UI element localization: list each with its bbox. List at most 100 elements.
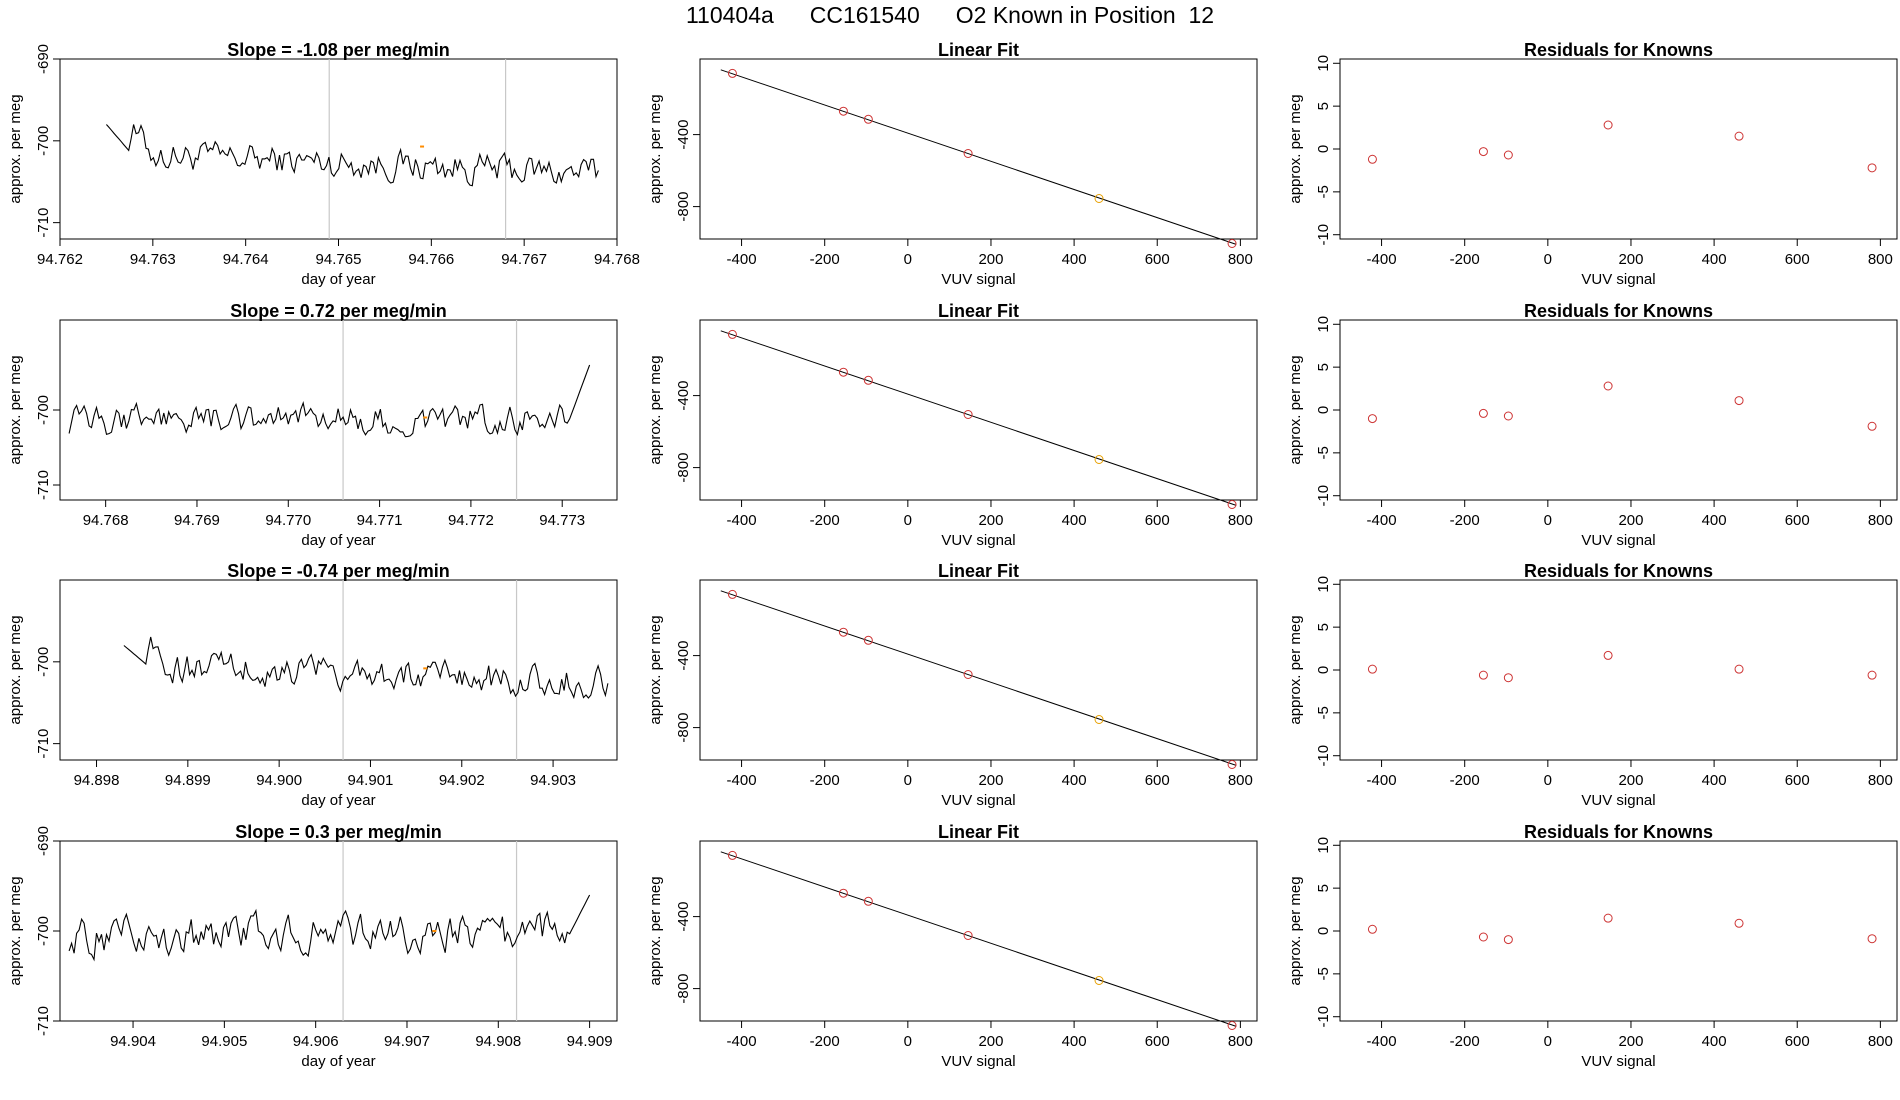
x-tick-label: 94.907 — [384, 1033, 430, 1050]
plot-frame — [1339, 319, 1898, 501]
y-tick-label: 10 — [1315, 837, 1332, 854]
fit-point — [863, 635, 873, 645]
y-tick-label: -10 — [1315, 1006, 1332, 1028]
y-axis-label: approx. per meg — [7, 615, 24, 724]
x-tick-label: 600 — [1145, 251, 1170, 268]
residual-point — [1734, 664, 1744, 674]
y-tick-label: 0 — [1315, 927, 1332, 935]
x-tick-label: 94.765 — [316, 251, 362, 268]
x-tick-label: 200 — [1618, 1033, 1643, 1050]
x-tick-label: 400 — [1702, 251, 1727, 268]
x-axis-label: VUV signal — [941, 532, 1015, 549]
y-tick-label: 5 — [1315, 363, 1332, 371]
plot-frame — [59, 579, 618, 761]
panel-title: Slope = -1.08 per meg/min — [227, 40, 450, 60]
fit-point — [1227, 1021, 1237, 1030]
panel-title: Linear Fit — [938, 822, 1019, 842]
x-tick-label: 600 — [1145, 772, 1170, 789]
x-tick-label: -400 — [1367, 251, 1397, 268]
y-tick-label: -700 — [35, 916, 52, 946]
x-tick-label: 400 — [1702, 512, 1727, 529]
fit-line — [720, 590, 1237, 766]
y-tick-label: -710 — [35, 470, 52, 500]
fit-point — [727, 850, 737, 860]
signal-trace — [68, 364, 591, 438]
x-axis-label: VUV signal — [941, 271, 1015, 288]
y-tick-label: -710 — [35, 208, 52, 238]
x-tick-label: 0 — [1544, 512, 1552, 529]
x-tick-label: -400 — [727, 251, 757, 268]
panel-title: Slope = 0.72 per meg/min — [230, 301, 447, 321]
panel-r1-c3: Residuals for Knowns -400 -200 0 200 400 600 80… — [1287, 40, 1898, 288]
x-tick-label: 0 — [1544, 1033, 1552, 1050]
x-tick-label: 800 — [1228, 251, 1253, 268]
x-tick-label: -400 — [1367, 512, 1397, 529]
panel-r1-c2: Linear Fit -400 -200 0 200 400 600 800 -400 -800 V… — [647, 40, 1258, 288]
figure-title: 110404a CC161540 O2 Known in Position 12 — [0, 2, 1900, 29]
residual-point — [1867, 670, 1877, 680]
fit-point — [963, 410, 973, 419]
x-tick-label: 200 — [1618, 251, 1643, 268]
x-axis-label: VUV signal — [941, 1053, 1015, 1070]
y-axis-label: approx. per meg — [1287, 355, 1304, 464]
residual-point — [1367, 414, 1377, 424]
signal-trace — [68, 894, 591, 962]
panel-r2-c2: Linear Fit -400 -200 0 200 400 600 800 -400 -800 V… — [647, 301, 1258, 549]
residual-point — [1503, 673, 1513, 683]
y-tick-label: -690 — [35, 826, 52, 856]
y-tick-label: -800 — [675, 974, 692, 1004]
residual-point — [1603, 381, 1613, 391]
fit-point — [863, 896, 873, 906]
plot-frame — [699, 840, 1258, 1022]
x-tick-label: 94.906 — [293, 1033, 339, 1050]
residual-point — [1734, 131, 1744, 141]
x-tick-label: -200 — [1450, 772, 1480, 789]
fit-point — [838, 367, 848, 377]
panel-title: Linear Fit — [938, 40, 1019, 60]
x-tick-label: -200 — [1450, 1033, 1480, 1050]
x-tick-label: 94.770 — [265, 512, 311, 529]
panel-title: Linear Fit — [938, 561, 1019, 581]
y-tick-label: -5 — [1315, 967, 1332, 980]
panel-title: Residuals for Knowns — [1524, 561, 1713, 581]
y-tick-label: -800 — [675, 192, 692, 222]
plot-frame — [1339, 579, 1898, 761]
fit-line — [720, 851, 1237, 1027]
x-tick-label: 94.768 — [83, 512, 129, 529]
y-axis-label: approx. per meg — [1287, 94, 1304, 203]
y-tick-label: 0 — [1315, 145, 1332, 153]
panel-r2-c3: Residuals for Knowns -400 -200 0 200 400 600 80… — [1287, 301, 1898, 549]
x-tick-label: -200 — [810, 772, 840, 789]
plot-frame — [699, 579, 1258, 761]
y-tick-label: -700 — [35, 395, 52, 425]
x-axis-label: VUV signal — [1581, 532, 1655, 549]
x-tick-label: 800 — [1228, 772, 1253, 789]
signal-trace — [105, 123, 599, 187]
x-tick-label: -200 — [810, 1033, 840, 1050]
x-tick-label: 600 — [1785, 512, 1810, 529]
x-tick-label: 94.908 — [475, 1033, 521, 1050]
fit-point — [963, 149, 973, 158]
x-tick-label: -200 — [1450, 251, 1480, 268]
fit-point — [863, 114, 873, 124]
residual-point — [1603, 650, 1613, 660]
x-tick-label: 600 — [1145, 1033, 1170, 1050]
x-tick-label: 0 — [904, 1033, 912, 1050]
fit-point — [727, 68, 737, 78]
residual-point — [1367, 664, 1377, 674]
panel-r3-c3: Residuals for Knowns -400 -200 0 200 400 600 80… — [1287, 561, 1898, 809]
y-tick-label: -10 — [1315, 745, 1332, 767]
x-tick-label: 400 — [1062, 1033, 1087, 1050]
y-tick-label: 10 — [1315, 316, 1332, 333]
y-axis-label: approx. per meg — [647, 355, 664, 464]
x-tick-label: 200 — [978, 512, 1003, 529]
fit-point — [963, 931, 973, 940]
x-tick-label: 94.764 — [223, 251, 269, 268]
residual-point — [1867, 421, 1877, 431]
x-tick-label: -400 — [727, 512, 757, 529]
x-tick-label: 400 — [1062, 512, 1087, 529]
signal-trace — [123, 636, 609, 700]
y-tick-label: -800 — [675, 453, 692, 483]
y-tick-label: -5 — [1315, 185, 1332, 198]
x-tick-label: -200 — [810, 251, 840, 268]
